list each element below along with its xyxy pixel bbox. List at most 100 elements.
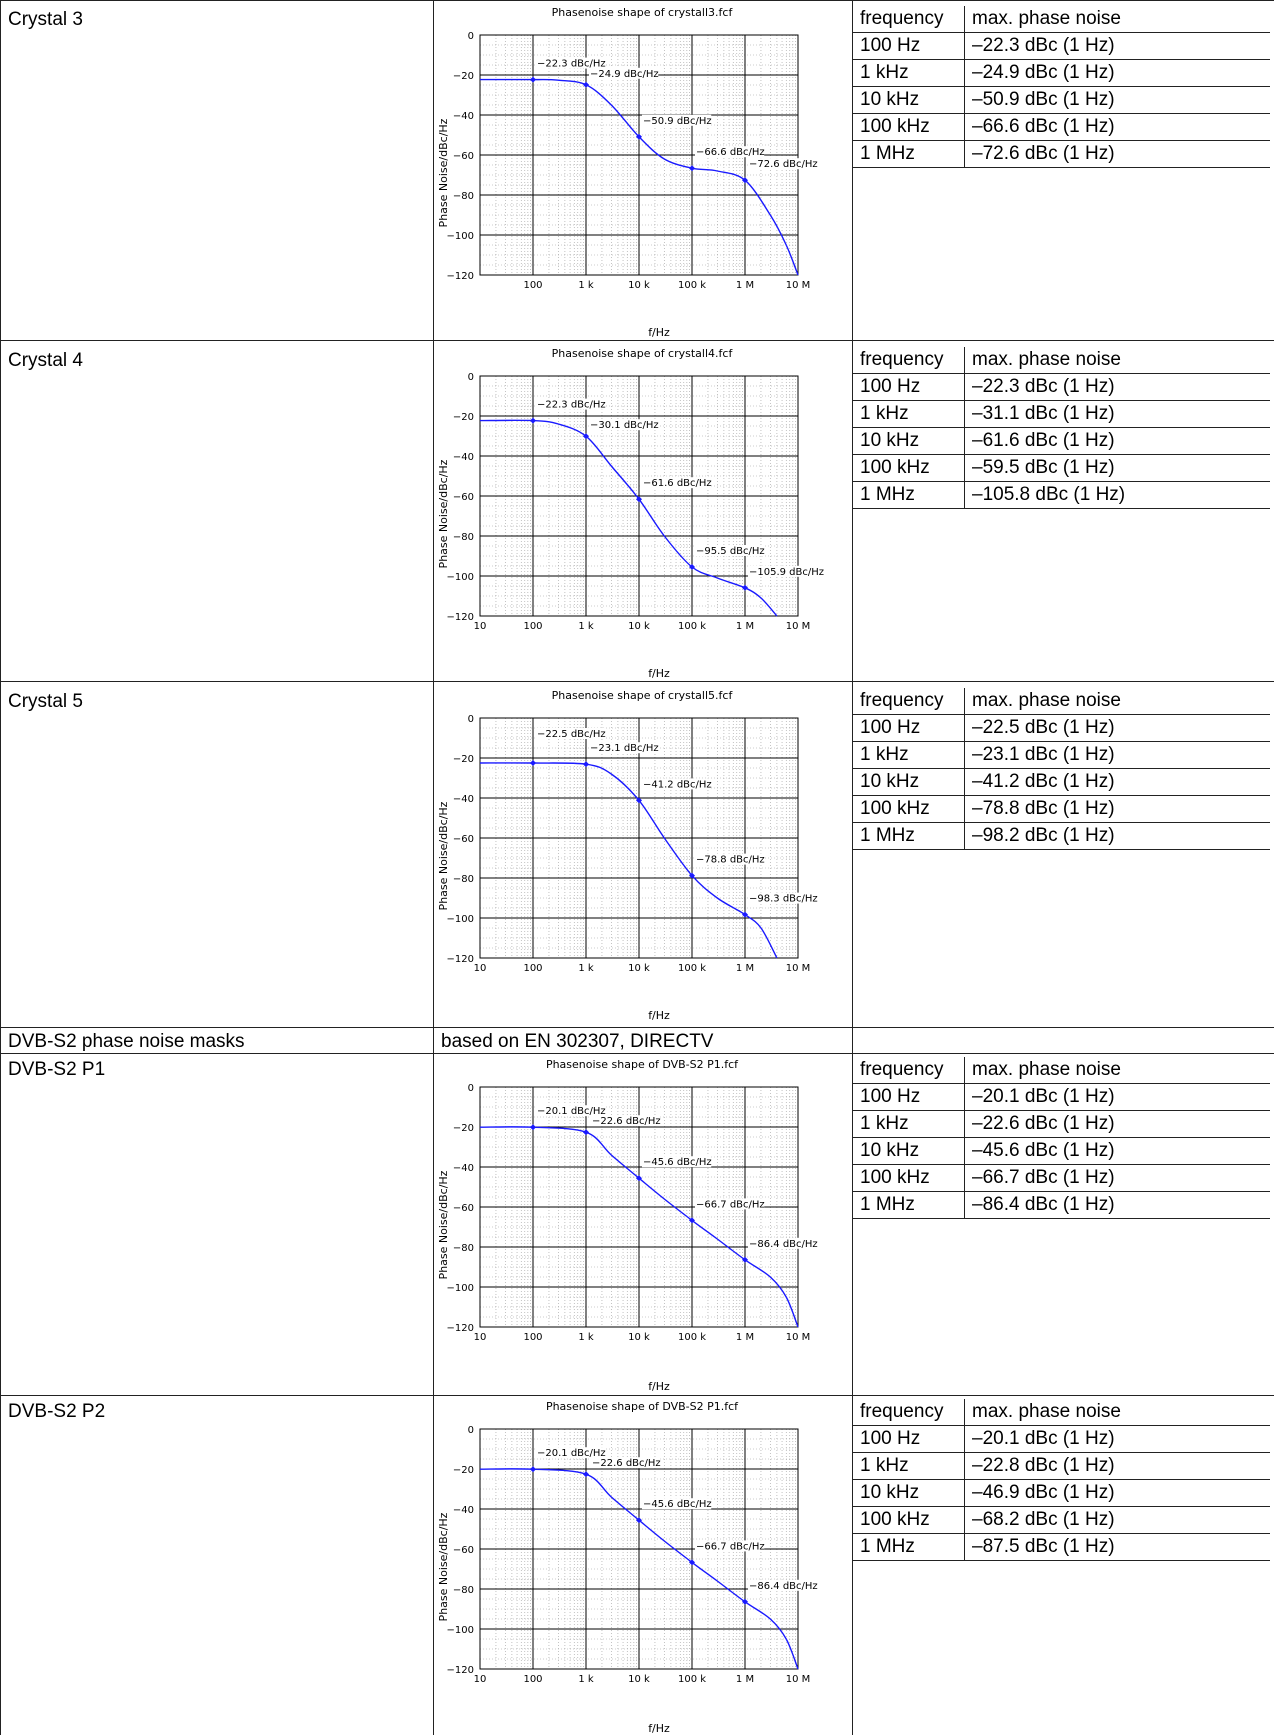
data-point-marker bbox=[530, 1466, 536, 1473]
cell-frequency: 10 kHz bbox=[853, 86, 965, 114]
y-tick-label: −100 bbox=[447, 1283, 474, 1294]
data-point-marker bbox=[530, 760, 536, 766]
row-label: Crystal 5 bbox=[8, 691, 83, 712]
y-tick-label: −60 bbox=[453, 492, 474, 503]
data-point-marker bbox=[689, 165, 695, 172]
data-point-marker bbox=[742, 1256, 748, 1263]
row-label: Crystal 3 bbox=[8, 9, 83, 30]
plot-area: 100 1 k 10 k 100 k 1 M 10 M 0 −20 −40 −60 −80 −100 −… bbox=[447, 31, 818, 291]
plot-area: 10 100 1 k 10 k 100 k 1 M 10 M 0 −20 −40 −60 −80 −10… bbox=[447, 372, 825, 632]
data-point-marker bbox=[583, 761, 589, 768]
table-row: 1 MHz –72.6 dBc (1 Hz) bbox=[853, 140, 1270, 168]
plot-frame bbox=[479, 717, 799, 959]
y-tick-label: −120 bbox=[447, 954, 474, 965]
table-header-row: frequency max. phase noise bbox=[853, 1057, 1270, 1084]
header-frequency: frequency bbox=[853, 688, 965, 715]
x-tick-label: 1 M bbox=[736, 1674, 754, 1685]
y-axis-label: Phase Noise/dBc/Hz bbox=[437, 801, 450, 910]
cell-frequency: 100 Hz bbox=[853, 1083, 965, 1111]
data-point-annotation: −50.9 dBc/Hz bbox=[643, 116, 712, 127]
data-point-annotation: −66.6 dBc/Hz bbox=[696, 147, 765, 158]
cell-phase-noise: –86.4 dBc (1 Hz) bbox=[964, 1191, 1270, 1219]
data-point-marker bbox=[636, 1517, 642, 1524]
cell-frequency: 1 kHz bbox=[853, 741, 965, 769]
header-max-phase-noise: max. phase noise bbox=[964, 1057, 1270, 1084]
header-max-phase-noise: max. phase noise bbox=[964, 1399, 1270, 1426]
y-tick-label: −80 bbox=[453, 1585, 474, 1596]
annotation-background bbox=[695, 146, 765, 158]
table-row: 100 kHz –59.5 dBc (1 Hz) bbox=[853, 454, 1270, 482]
data-point-annotation: −66.7 dBc/Hz bbox=[696, 1541, 765, 1552]
y-tick-label: −80 bbox=[453, 532, 474, 543]
y-tick-label: −20 bbox=[453, 412, 474, 423]
cell-frequency: 1 MHz bbox=[853, 1191, 965, 1219]
plot-area: 10 100 1 k 10 k 100 k 1 M 10 M 0 −20 −40 −60 −80 −10… bbox=[447, 1083, 818, 1343]
row-divider bbox=[0, 1395, 1274, 1396]
y-tick-label: −60 bbox=[453, 1545, 474, 1556]
x-tick-label: 1 M bbox=[736, 621, 754, 632]
x-tick-label: 10 k bbox=[628, 1332, 650, 1343]
cell-frequency: 100 kHz bbox=[853, 1506, 965, 1534]
y-tick-label: −40 bbox=[453, 794, 474, 805]
y-tick-label: −80 bbox=[453, 1243, 474, 1254]
header-max-phase-noise: max. phase noise bbox=[964, 347, 1270, 374]
x-axis-label: f/Hz bbox=[648, 326, 670, 339]
x-tick-label: 10 bbox=[474, 963, 487, 974]
cell-phase-noise: –24.9 dBc (1 Hz) bbox=[964, 59, 1270, 87]
annotation-background bbox=[591, 1457, 661, 1469]
table-row: 100 kHz –68.2 dBc (1 Hz) bbox=[853, 1506, 1270, 1534]
cell-frequency: 10 kHz bbox=[853, 768, 965, 796]
y-tick-label: 0 bbox=[468, 1425, 474, 1436]
data-point-marker bbox=[742, 911, 748, 918]
cell-phase-noise: –31.1 dBc (1 Hz) bbox=[964, 400, 1270, 428]
annotation-background bbox=[748, 1579, 818, 1591]
annotation-background bbox=[695, 545, 765, 556]
data-point-marker bbox=[530, 76, 536, 83]
cell-phase-noise: –22.3 dBc (1 Hz) bbox=[964, 32, 1270, 60]
annotation-background bbox=[536, 57, 606, 69]
table-row: 1 kHz –31.1 dBc (1 Hz) bbox=[853, 400, 1270, 428]
y-tick-label: −20 bbox=[453, 754, 474, 765]
annotation-background bbox=[642, 477, 712, 489]
cell-phase-noise: –20.1 dBc (1 Hz) bbox=[964, 1083, 1270, 1111]
plot-area: 10 100 1 k 10 k 100 k 1 M 10 M 0 −20 −40 −60 −80 −10… bbox=[447, 714, 818, 974]
plot-frame bbox=[479, 1428, 799, 1670]
cell-frequency: 10 kHz bbox=[853, 1137, 965, 1165]
x-tick-label: 100 bbox=[523, 621, 542, 632]
plot-frame bbox=[479, 375, 799, 617]
table-row: 100 Hz –22.5 dBc (1 Hz) bbox=[853, 714, 1270, 742]
y-tick-label: −120 bbox=[447, 1665, 474, 1676]
y-tick-label: −20 bbox=[453, 71, 474, 82]
table-header-row: frequency max. phase noise bbox=[853, 6, 1270, 33]
row-label: DVB-S2 P1 bbox=[8, 1059, 106, 1080]
row-label: Crystal 4 bbox=[8, 350, 83, 371]
cell-frequency: 100 Hz bbox=[853, 32, 965, 60]
y-axis-label: Phase Noise/dBc/Hz bbox=[437, 118, 450, 227]
data-point-marker bbox=[583, 1471, 589, 1478]
cell-frequency: 100 kHz bbox=[853, 795, 965, 823]
x-tick-label: 10 M bbox=[786, 621, 811, 632]
y-tick-label: −100 bbox=[447, 1625, 474, 1636]
annotation-background bbox=[536, 728, 606, 739]
y-tick-label: −100 bbox=[447, 914, 474, 925]
data-point-marker bbox=[689, 872, 695, 879]
cell-phase-noise: –78.8 dBc (1 Hz) bbox=[964, 795, 1270, 823]
x-axis-label: f/Hz bbox=[648, 667, 670, 680]
phase-noise-curve bbox=[479, 1126, 799, 1328]
cell-frequency: 1 MHz bbox=[853, 822, 965, 850]
x-tick-label: 100 k bbox=[678, 621, 706, 632]
row-divider bbox=[0, 340, 1274, 341]
cell-phase-noise: –45.6 dBc (1 Hz) bbox=[964, 1137, 1270, 1165]
x-axis-label: f/Hz bbox=[648, 1380, 670, 1393]
cell-frequency: 100 Hz bbox=[853, 1425, 965, 1453]
cell-phase-noise: –20.1 dBc (1 Hz) bbox=[964, 1425, 1270, 1453]
data-point-annotation: −22.6 dBc/Hz bbox=[592, 1458, 661, 1469]
data-point-annotation: −66.7 dBc/Hz bbox=[696, 1199, 765, 1210]
table-row: 1 MHz –86.4 dBc (1 Hz) bbox=[853, 1191, 1270, 1219]
table-row: 100 Hz –20.1 dBc (1 Hz) bbox=[853, 1425, 1270, 1453]
data-point-annotation: −20.1 dBc/Hz bbox=[537, 1106, 606, 1117]
table-row: 10 kHz –46.9 dBc (1 Hz) bbox=[853, 1479, 1270, 1507]
x-tick-label: 100 k bbox=[678, 280, 706, 291]
cell-frequency: 1 MHz bbox=[853, 1533, 965, 1561]
